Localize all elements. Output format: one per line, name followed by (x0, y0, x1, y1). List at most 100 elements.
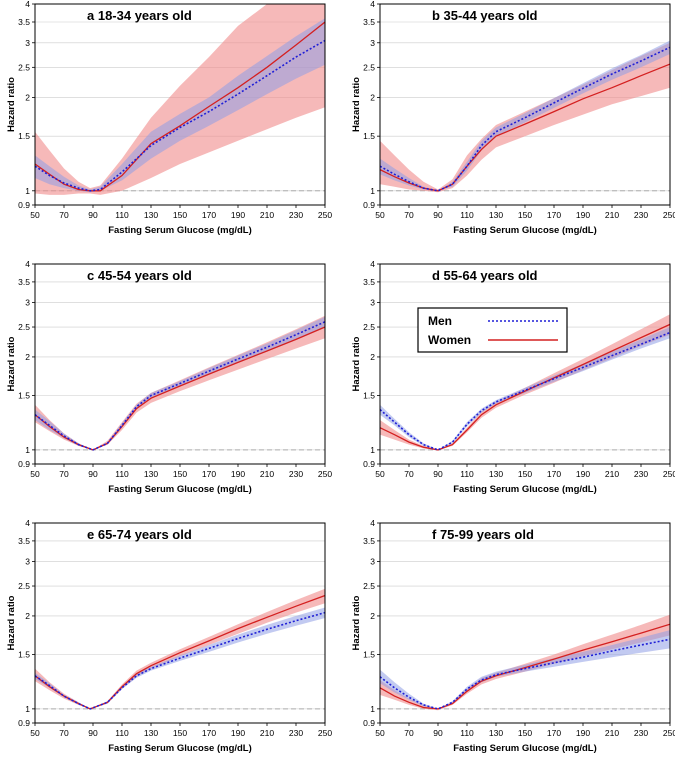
x-tick-label: 90 (88, 210, 98, 220)
y-tick-label: 2 (370, 352, 375, 362)
series-line-men (35, 611, 325, 710)
y-tick-label: 1 (25, 704, 30, 714)
x-tick-label: 210 (260, 469, 274, 479)
ci-band-men (380, 630, 670, 709)
x-axis-label: Fasting Serum Glucose (mg/dL) (108, 743, 252, 754)
y-tick-label: 1 (370, 445, 375, 455)
y-tick-label: 4 (25, 518, 30, 528)
series-line-women (35, 21, 325, 192)
panel-title: b 35-44 years old (432, 8, 538, 23)
x-tick-label: 190 (576, 210, 590, 220)
x-tick-label: 250 (318, 728, 332, 738)
x-tick-label: 130 (489, 469, 503, 479)
x-tick-label: 190 (231, 469, 245, 479)
x-tick-label: 90 (88, 469, 98, 479)
x-tick-label: 90 (433, 210, 443, 220)
plot-area (35, 4, 325, 195)
x-tick-label: 170 (547, 210, 561, 220)
y-tick-label: 4 (370, 259, 375, 269)
panel-title: e 65-74 years old (87, 527, 192, 542)
y-tick-label: 0.9 (363, 459, 375, 469)
panel-b: 0.9 1 1.5 2 2.5 3 3.5 4 50 70 90 110 130 150 170 190 210… (351, 0, 675, 236)
y-tick-label: 1 (370, 186, 375, 196)
y-tick-label: 2.5 (18, 581, 30, 591)
x-tick-label: 230 (634, 469, 648, 479)
panel-title: c 45-54 years old (87, 268, 192, 283)
ci-band-men (380, 327, 670, 450)
y-tick-label: 0.9 (18, 459, 30, 469)
x-tick-label: 210 (605, 728, 619, 738)
plot-area (35, 315, 325, 451)
legend-box (417, 307, 568, 353)
x-tick-label: 130 (144, 469, 158, 479)
x-tick-label: 70 (59, 210, 69, 220)
series-line-women (380, 623, 670, 710)
x-tick-label: 50 (375, 210, 385, 220)
y-tick-label: 2.5 (363, 581, 375, 591)
y-tick-label: 1.5 (363, 391, 375, 401)
x-tick-label: 150 (173, 210, 187, 220)
x-tick-label: 230 (634, 728, 648, 738)
legend-label-women: Women (428, 333, 471, 347)
y-tick-label: 4 (25, 0, 30, 9)
y-tick-label: 2 (25, 352, 30, 362)
panel-title: d 55-64 years old (432, 268, 538, 283)
x-tick-label: 210 (605, 210, 619, 220)
panel-e: 0.9 1 1.5 2 2.5 3 3.5 4 50 70 90 110 130 150 170 190 210… (6, 518, 332, 754)
x-tick-label: 250 (663, 210, 675, 220)
x-tick-label: 250 (318, 469, 332, 479)
x-tick-label: 170 (202, 728, 216, 738)
ci-band-men (380, 40, 670, 191)
panel-title: f 75-99 years old (432, 527, 534, 542)
x-tick-label: 150 (518, 728, 532, 738)
x-tick-label: 50 (30, 210, 40, 220)
legend-label-men: Men (428, 314, 452, 328)
y-tick-label: 0.9 (363, 718, 375, 728)
plot-area (380, 40, 670, 193)
ci-band-women (380, 614, 670, 711)
x-tick-label: 230 (634, 210, 648, 220)
x-tick-label: 130 (144, 728, 158, 738)
x-tick-label: 110 (115, 469, 129, 479)
x-tick-label: 50 (30, 469, 40, 479)
y-tick-label: 3.5 (363, 17, 375, 27)
y-tick-label: 1 (370, 704, 375, 714)
x-tick-label: 130 (489, 728, 503, 738)
panel-a: 0.9 1 1.5 2 2.5 3 3.5 4 50 70 90 110 130 150 170 190 210… (6, 0, 332, 236)
series-line-women (380, 323, 670, 451)
x-tick-label: 130 (489, 210, 503, 220)
legend: Men Women (417, 307, 568, 353)
series-line-men (380, 331, 670, 451)
y-tick-label: 3.5 (18, 277, 30, 287)
x-tick-label: 70 (404, 469, 414, 479)
x-axis-label: Fasting Serum Glucose (mg/dL) (453, 484, 597, 495)
y-tick-label: 4 (370, 518, 375, 528)
y-tick-label: 3 (25, 38, 30, 48)
plot-area (380, 614, 670, 711)
series-line-women (380, 63, 670, 192)
y-axis-label: Hazard ratio (6, 595, 17, 650)
x-tick-label: 170 (547, 728, 561, 738)
x-tick-label: 250 (663, 469, 675, 479)
y-tick-label: 3 (370, 557, 375, 567)
y-tick-label: 2.5 (363, 62, 375, 72)
y-tick-label: 1.5 (363, 650, 375, 660)
y-tick-label: 1.5 (18, 650, 30, 660)
x-tick-label: 230 (289, 469, 303, 479)
y-tick-label: 2.5 (18, 322, 30, 332)
y-tick-label: 1 (25, 445, 30, 455)
x-axis-label: Fasting Serum Glucose (mg/dL) (453, 743, 597, 754)
y-axis-label: Hazard ratio (351, 595, 362, 650)
y-tick-label: 4 (370, 0, 375, 9)
plot-area (35, 588, 325, 710)
y-tick-label: 2.5 (18, 62, 30, 72)
x-tick-label: 230 (289, 210, 303, 220)
x-tick-label: 90 (88, 728, 98, 738)
x-tick-label: 130 (144, 210, 158, 220)
x-axis-label: Fasting Serum Glucose (mg/dL) (108, 484, 252, 495)
y-axis-label: Hazard ratio (351, 336, 362, 391)
y-tick-label: 2 (25, 92, 30, 102)
x-tick-label: 70 (59, 728, 69, 738)
x-tick-label: 150 (173, 728, 187, 738)
